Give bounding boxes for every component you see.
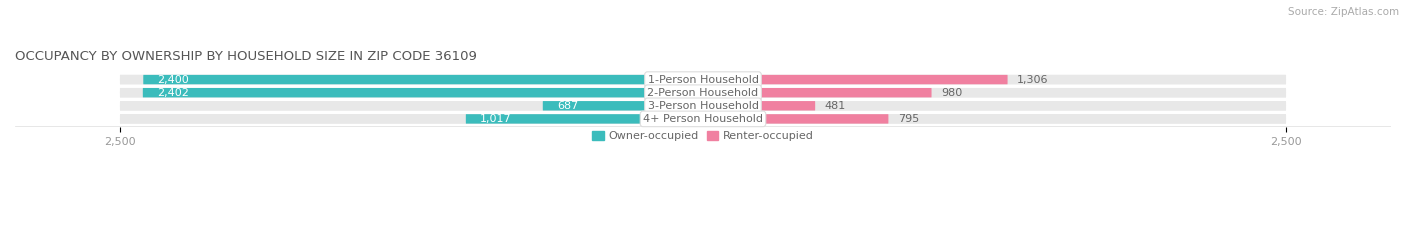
FancyBboxPatch shape <box>703 101 815 110</box>
FancyBboxPatch shape <box>120 88 1286 97</box>
FancyBboxPatch shape <box>703 101 1286 110</box>
Text: Source: ZipAtlas.com: Source: ZipAtlas.com <box>1288 7 1399 17</box>
Text: 687: 687 <box>557 101 578 111</box>
FancyBboxPatch shape <box>120 75 703 84</box>
FancyBboxPatch shape <box>120 88 703 97</box>
Text: 1-Person Household: 1-Person Household <box>648 75 758 85</box>
FancyBboxPatch shape <box>703 88 1286 97</box>
FancyBboxPatch shape <box>120 114 1286 124</box>
Text: OCCUPANCY BY OWNERSHIP BY HOUSEHOLD SIZE IN ZIP CODE 36109: OCCUPANCY BY OWNERSHIP BY HOUSEHOLD SIZE… <box>15 50 477 63</box>
FancyBboxPatch shape <box>120 101 1286 110</box>
Text: 2,400: 2,400 <box>157 75 188 85</box>
Text: 3-Person Household: 3-Person Household <box>648 101 758 111</box>
FancyBboxPatch shape <box>120 114 703 124</box>
FancyBboxPatch shape <box>703 75 1286 84</box>
FancyBboxPatch shape <box>120 101 703 110</box>
FancyBboxPatch shape <box>120 75 1286 84</box>
FancyBboxPatch shape <box>143 75 703 84</box>
FancyBboxPatch shape <box>543 101 703 110</box>
Text: 2,402: 2,402 <box>157 88 188 98</box>
FancyBboxPatch shape <box>143 88 703 97</box>
Text: 795: 795 <box>898 114 920 124</box>
Legend: Owner-occupied, Renter-occupied: Owner-occupied, Renter-occupied <box>591 129 815 143</box>
Text: 980: 980 <box>941 88 962 98</box>
Text: 4+ Person Household: 4+ Person Household <box>643 114 763 124</box>
FancyBboxPatch shape <box>703 114 889 124</box>
FancyBboxPatch shape <box>703 88 932 97</box>
FancyBboxPatch shape <box>465 114 703 124</box>
Text: 481: 481 <box>824 101 846 111</box>
Text: 1,017: 1,017 <box>479 114 512 124</box>
Text: 1,306: 1,306 <box>1017 75 1049 85</box>
FancyBboxPatch shape <box>703 75 1008 84</box>
FancyBboxPatch shape <box>703 114 1286 124</box>
Text: 2-Person Household: 2-Person Household <box>647 88 759 98</box>
